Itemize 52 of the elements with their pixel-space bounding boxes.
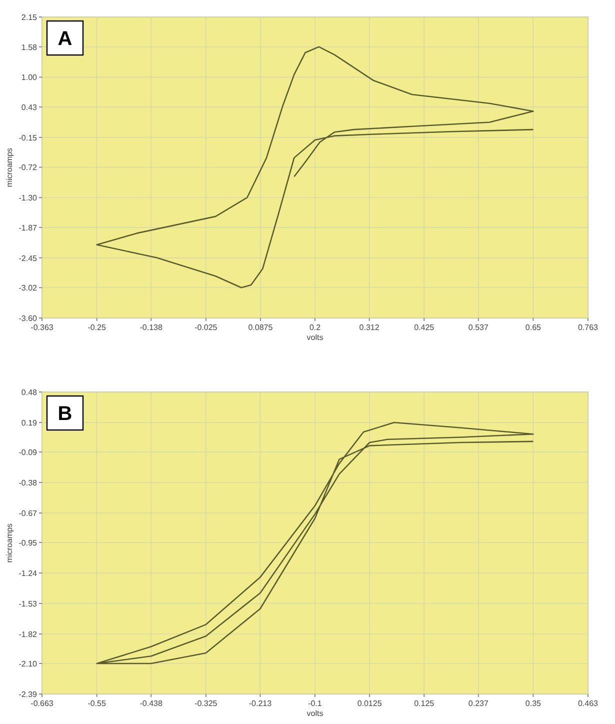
y-axis-title: microamps	[5, 523, 14, 563]
line-series	[96, 422, 534, 664]
x-tick-label: 0.537	[468, 323, 489, 332]
x-tick-label: 0.312	[359, 323, 380, 332]
y-tick-label: -1.87	[18, 223, 38, 232]
x-tick-label: -0.438	[140, 699, 163, 708]
y-tick-label: 1.00	[21, 73, 38, 82]
y-tick-label: -2.45	[18, 254, 38, 263]
line-series	[96, 46, 534, 288]
y-tick-label: -3.02	[18, 284, 38, 293]
x-tick-label: -0.25	[88, 323, 106, 332]
x-tick-label: 0.35	[525, 699, 542, 708]
y-tick-label: -1.53	[18, 600, 38, 609]
y-tick-label: 0.48	[21, 388, 38, 397]
x-tick-label: -0.325	[194, 699, 218, 708]
y-tick-label: 0.43	[21, 103, 38, 112]
x-tick-label: -0.663	[30, 699, 54, 708]
y-tick-label: -0.15	[18, 133, 38, 142]
y-tick-label: -3.60	[18, 314, 38, 323]
y-tick-label: -1.30	[18, 194, 38, 203]
x-tick-label: -0.55	[88, 699, 106, 708]
x-tick-label: -0.1	[308, 699, 322, 708]
x-tick-label: 0.125	[414, 699, 435, 708]
y-tick-label: -1.82	[18, 630, 38, 640]
y-tick-label: 2.15	[21, 13, 38, 22]
y-tick-label: -0.09	[18, 448, 38, 457]
x-tick-label: 0.0125	[357, 699, 382, 708]
x-tick-label: 0.65	[525, 323, 542, 332]
annotation: B	[58, 403, 72, 425]
x-tick-label: 0.463	[578, 699, 599, 708]
y-tick-label: -2.10	[18, 659, 38, 668]
x-tick-label: -0.138	[140, 323, 163, 332]
y-tick-label: -1.24	[18, 568, 38, 578]
y-tick-label: -0.72	[18, 163, 38, 172]
x-axis-title: volts	[306, 709, 324, 718]
x-tick-label: 0.237	[468, 699, 489, 708]
x-tick-label: 0.425	[414, 323, 435, 332]
x-tick-label: -0.025	[194, 323, 218, 332]
x-tick-label: -0.213	[248, 699, 272, 708]
y-tick-label: 1.58	[21, 42, 38, 52]
y-tick-label: 0.19	[21, 418, 38, 428]
x-tick-label: 0.2	[309, 323, 322, 332]
x-axis-title: volts	[306, 333, 324, 342]
x-tick-label: 0.0875	[248, 323, 274, 332]
x-tick-label: 0.763	[578, 323, 599, 332]
y-tick-label: -2.39	[18, 690, 38, 699]
y-tick-label: -0.38	[18, 478, 38, 488]
y-tick-label: -0.95	[18, 538, 38, 548]
y-tick-label: -0.67	[18, 509, 38, 518]
annotation: A	[58, 28, 72, 50]
x-tick-label: -0.363	[30, 323, 54, 332]
y-axis-title: microamps	[5, 148, 14, 188]
